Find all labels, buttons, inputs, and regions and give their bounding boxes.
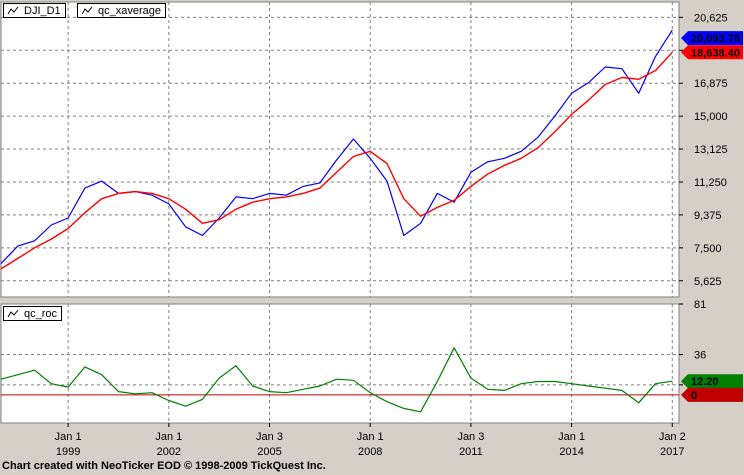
x-tick-label-date: Jan 1 <box>55 431 82 443</box>
x-tick-label-year: 1999 <box>56 446 80 458</box>
roc-last-value-badge-shape <box>681 374 743 389</box>
average-last-value-badge-text: 18,638.40 <box>691 47 740 59</box>
price-series-line <box>0 29 673 265</box>
price-tick-label: 7,500 <box>694 243 722 255</box>
x-tick-label-date: Jan 3 <box>457 431 484 443</box>
zero-last-value-badge-text: 0 <box>691 390 697 402</box>
zero-last-value-badge-shape <box>681 387 743 402</box>
x-tick-label-year: 2014 <box>559 446 583 458</box>
x-tick-label-date: Jan 3 <box>256 431 283 443</box>
price-tick-label: 9,375 <box>694 210 722 222</box>
legend-price[interactable]: DJI_D1 <box>3 3 66 18</box>
roc-last-value-badge: 12.20 <box>681 374 743 389</box>
x-tick-label-year: 2002 <box>157 446 181 458</box>
roc-last-value-badge-text: 12.20 <box>691 376 719 388</box>
roc-tick-label: 36 <box>694 350 706 362</box>
footer-credit: Chart created with NeoTicker EOD © 1998-… <box>2 460 326 472</box>
legend-average-label: qc_xaverage <box>98 5 161 17</box>
legend-roc[interactable]: qc_roc <box>3 306 63 321</box>
roc-panel <box>0 303 680 424</box>
legend-roc-label: qc_roc <box>24 308 58 320</box>
roc-tick-label: 81 <box>694 299 706 311</box>
price-tick-label: 15,000 <box>694 111 728 123</box>
price-tick-label: 20,625 <box>694 12 728 24</box>
price-tick-label: 5,625 <box>694 276 722 288</box>
x-tick-label-year: 2005 <box>257 446 281 458</box>
x-tick-label-year: 2017 <box>660 446 684 458</box>
line-series-icon <box>7 309 19 318</box>
chart-canvas: 5,625 7,500 9,375 11,250 13,125 15,000 16,875 1… <box>0 1 743 458</box>
x-tick-label-date: Jan 1 <box>155 431 182 443</box>
average-last-value-badge: 18,638.40 <box>681 45 743 60</box>
zero-last-value-badge: 0 <box>681 387 743 402</box>
average-series-line <box>0 51 673 270</box>
x-tick-label-date: Jan 2 <box>659 431 686 443</box>
price-tick-label: 13,125 <box>694 144 728 156</box>
price-last-value-badge: 20,093.78 <box>681 31 743 46</box>
x-tick-label-date: Jan 1 <box>357 431 384 443</box>
price-tick-label: 16,875 <box>694 78 728 90</box>
roc-series-line <box>0 347 673 413</box>
average-last-value-badge-shape <box>681 45 743 60</box>
x-tick-label-year: 2008 <box>358 446 382 458</box>
price-last-value-badge-text: 20,093.78 <box>691 33 740 45</box>
x-tick-label-date: Jan 1 <box>558 431 585 443</box>
legend-average[interactable]: qc_xaverage <box>77 3 166 18</box>
price-last-value-badge-shape <box>681 31 743 46</box>
line-series-icon <box>81 6 93 15</box>
line-series-icon <box>7 6 19 15</box>
x-tick-label-year: 2011 <box>459 446 483 458</box>
legend-price-label: DJI_D1 <box>24 5 61 17</box>
price-tick-label: 11,250 <box>694 177 727 189</box>
